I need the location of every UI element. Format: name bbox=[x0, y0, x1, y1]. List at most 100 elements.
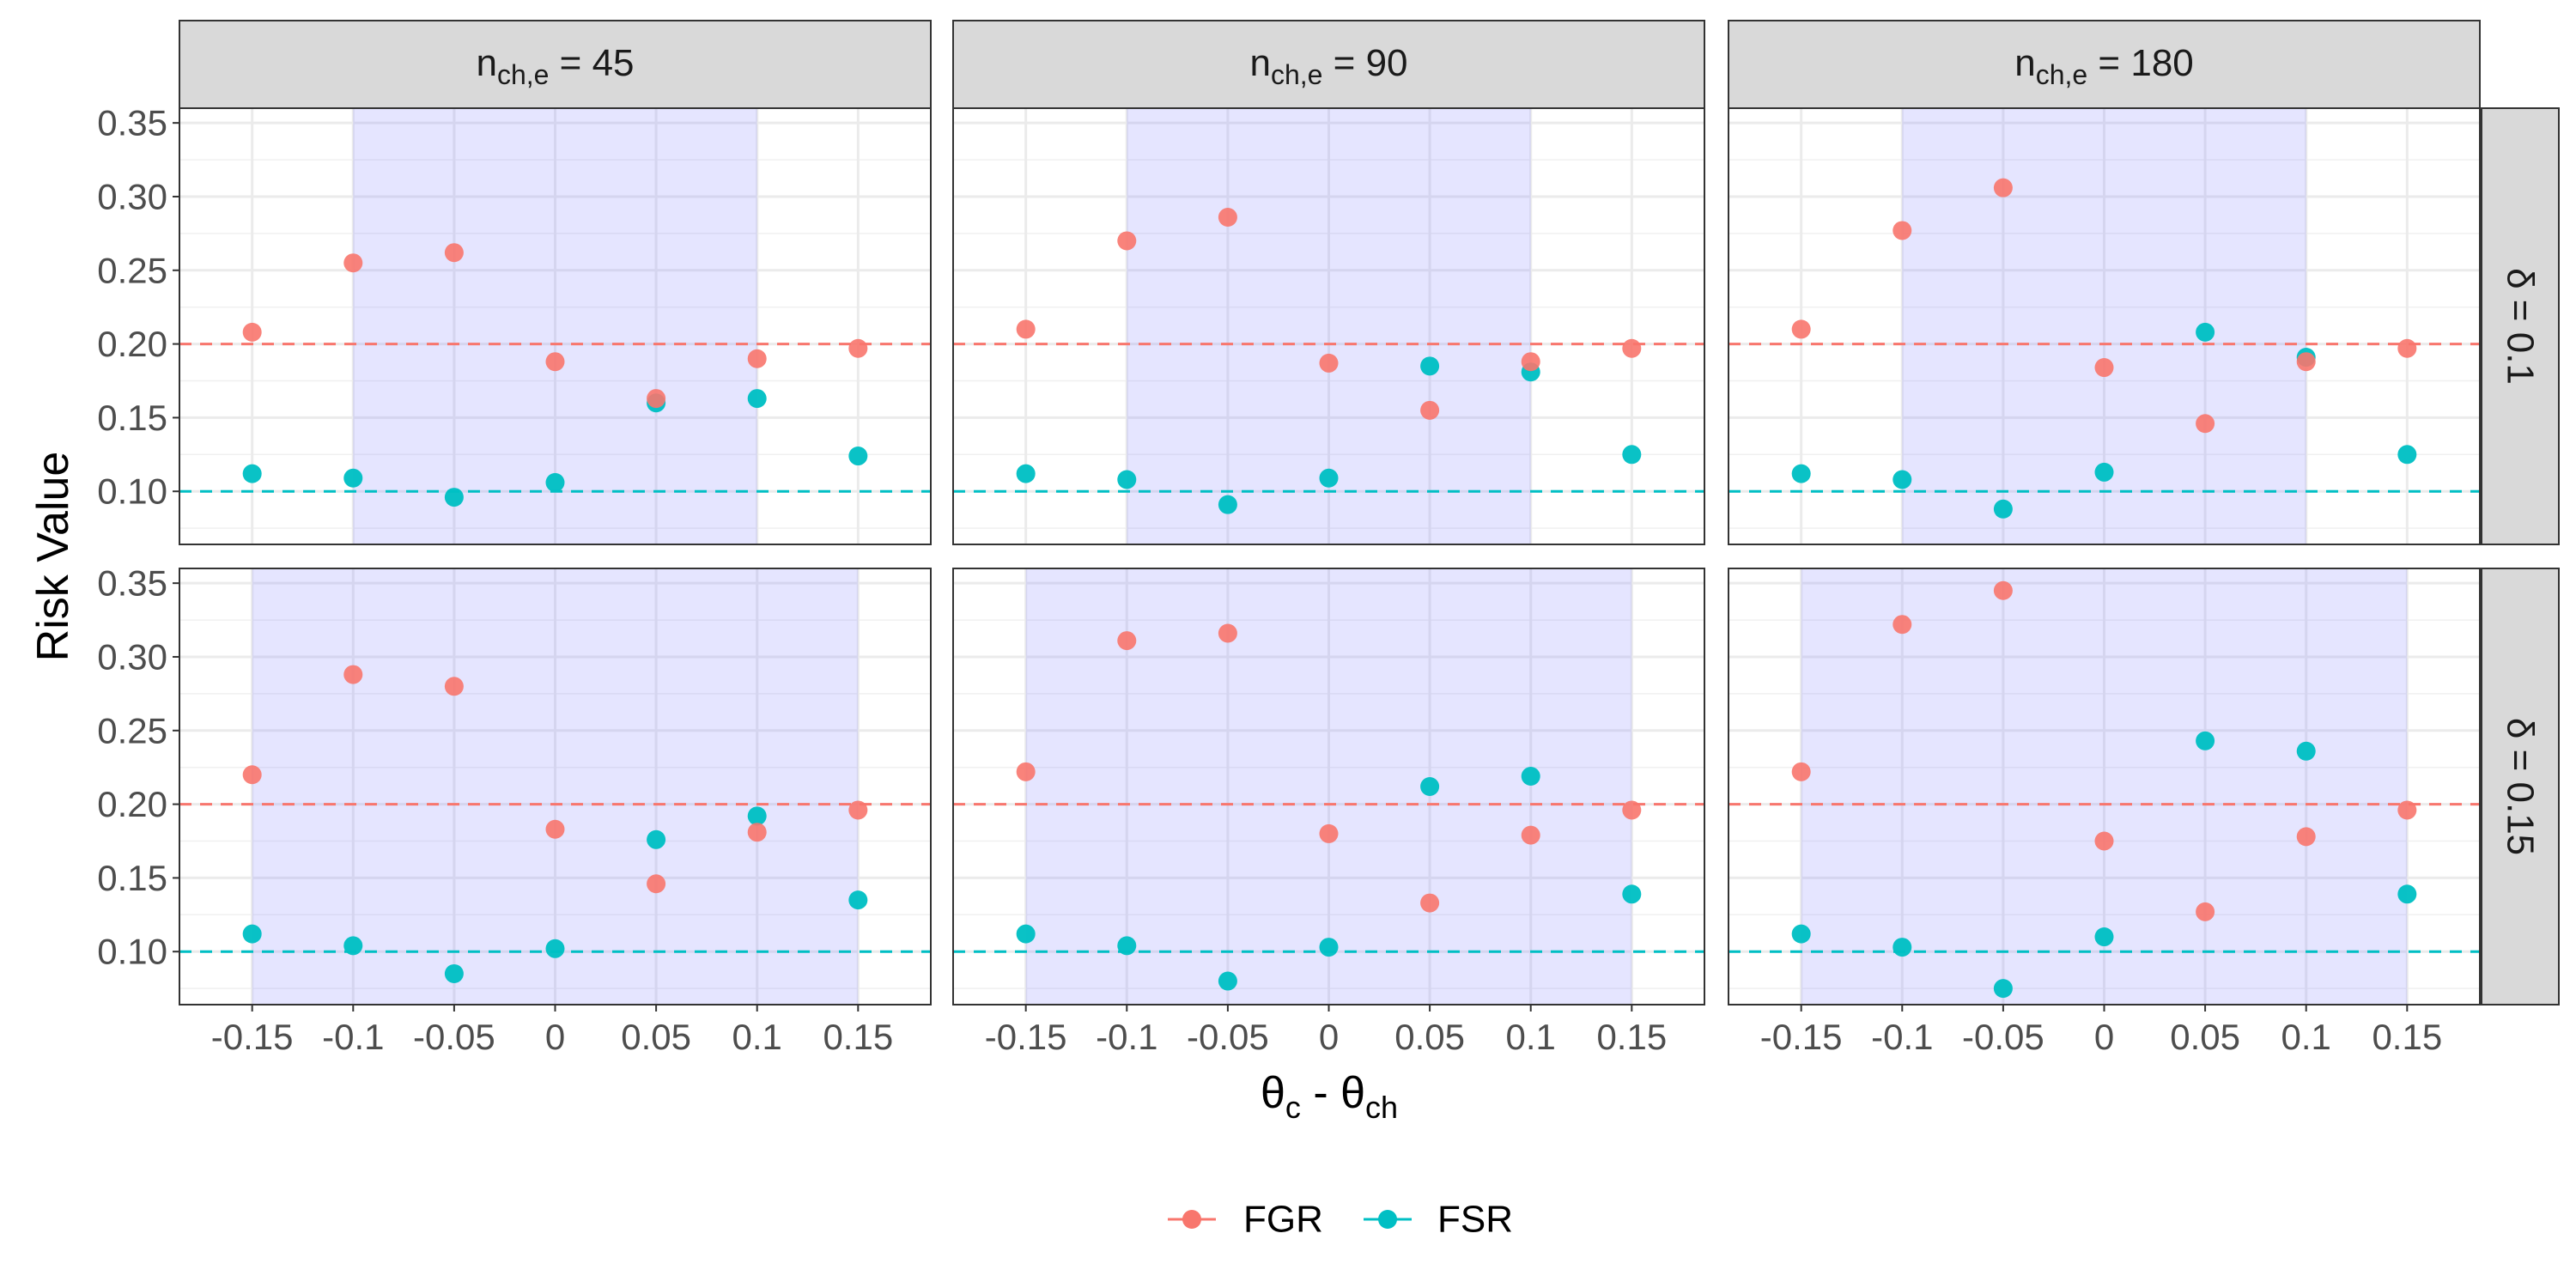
point-fsr bbox=[1420, 356, 1440, 376]
point-fgr bbox=[747, 823, 767, 842]
point-fsr bbox=[2397, 445, 2417, 465]
panel-border bbox=[952, 107, 1705, 545]
point-fgr bbox=[1218, 623, 1237, 643]
y-tick-label: 0.20 bbox=[97, 324, 167, 364]
legend: FGR FSR bbox=[1168, 1199, 1513, 1241]
point-fgr bbox=[545, 352, 565, 372]
point-fsr bbox=[647, 829, 666, 849]
x-axis-title-sub2: ch bbox=[1365, 1090, 1398, 1125]
panel: -0.15 -0.1 -0.05 0 0.05 0.1 0.15 bbox=[1728, 568, 2481, 1057]
panel: 0.10 0.15 0.20 0.25 0.30 0.35 bbox=[97, 103, 932, 545]
column-strip-value: = 180 bbox=[2087, 42, 2194, 84]
x-tick-label: -0.05 bbox=[1187, 1017, 1269, 1057]
point-fgr bbox=[1521, 352, 1540, 372]
panel: 0.10 0.15 0.20 0.25 0.30 0.35 -0.15 -0.1 -0.05 0 0… bbox=[97, 563, 932, 1057]
point-fgr bbox=[1622, 800, 1642, 820]
x-axis-title-sep: - bbox=[1301, 1068, 1340, 1118]
column-strip-label: nch,e = 180 bbox=[2014, 42, 2194, 90]
point-fgr bbox=[2397, 338, 2417, 358]
legend-key-point bbox=[1182, 1210, 1201, 1229]
point-fgr bbox=[545, 819, 565, 839]
point-fgr bbox=[1791, 319, 1811, 339]
panel-border bbox=[179, 107, 932, 545]
point-fgr bbox=[1319, 823, 1339, 843]
point-fgr bbox=[242, 322, 262, 342]
point-fsr bbox=[1016, 464, 1036, 483]
point-fsr bbox=[1622, 884, 1642, 904]
point-fsr bbox=[2296, 741, 2316, 761]
point-fgr bbox=[444, 677, 464, 696]
point-fsr bbox=[2094, 927, 2114, 947]
y-tick-label: 0.10 bbox=[97, 471, 167, 512]
column-strip-value: = 90 bbox=[1322, 42, 1407, 84]
x-tick-label: -0.15 bbox=[985, 1017, 1067, 1057]
x-tick-label: -0.15 bbox=[211, 1017, 294, 1057]
point-fsr bbox=[1117, 936, 1137, 956]
y-tick-label: 0.15 bbox=[97, 398, 167, 438]
x-tick-label: 0.05 bbox=[2170, 1017, 2240, 1057]
point-fsr bbox=[2196, 322, 2215, 342]
y-tick-label: 0.35 bbox=[97, 563, 167, 604]
point-fgr bbox=[1319, 353, 1339, 373]
point-fsr bbox=[1521, 766, 1540, 786]
point-fsr bbox=[545, 939, 565, 958]
point-fsr bbox=[1420, 777, 1440, 796]
point-fsr bbox=[1218, 495, 1237, 514]
point-fsr bbox=[2397, 884, 2417, 904]
x-tick-label: 0 bbox=[2094, 1017, 2114, 1057]
point-fsr bbox=[1218, 971, 1237, 991]
point-fgr bbox=[343, 253, 363, 273]
y-tick-label: 0.20 bbox=[97, 784, 167, 824]
x-axis-title-sub1: c bbox=[1285, 1090, 1301, 1125]
point-fgr bbox=[2094, 831, 2114, 851]
column-strip-subscript: ch,e bbox=[2036, 59, 2087, 90]
column-strip-value: = 45 bbox=[549, 42, 634, 84]
point-fgr bbox=[2196, 414, 2215, 434]
legend-key-point bbox=[1378, 1210, 1397, 1229]
point-fsr bbox=[343, 936, 363, 956]
point-fgr bbox=[343, 665, 363, 684]
point-fgr bbox=[2094, 358, 2114, 378]
point-fgr bbox=[2397, 800, 2417, 820]
point-fgr bbox=[2296, 827, 2316, 847]
x-tick-label: -0.15 bbox=[1760, 1017, 1843, 1057]
y-tick-label: 0.30 bbox=[97, 176, 167, 216]
point-fsr bbox=[444, 963, 464, 983]
column-strip-subscript: ch,e bbox=[1271, 59, 1322, 90]
row-strip bbox=[2481, 568, 2560, 1005]
point-fgr bbox=[1791, 762, 1811, 781]
column-strip bbox=[1728, 20, 2481, 109]
point-fsr bbox=[1993, 979, 2013, 999]
x-tick-label: 0 bbox=[1319, 1017, 1339, 1057]
point-fgr bbox=[2296, 352, 2316, 372]
point-fgr bbox=[1993, 178, 2013, 197]
x-tick-label: 0.1 bbox=[1506, 1017, 1556, 1057]
x-tick-label: 0.15 bbox=[823, 1017, 893, 1057]
x-tick-label: 0.15 bbox=[1596, 1017, 1667, 1057]
column-strip-base: n bbox=[476, 42, 496, 84]
point-fsr bbox=[242, 464, 262, 483]
y-tick-label: 0.35 bbox=[97, 103, 167, 143]
point-fsr bbox=[747, 806, 767, 826]
point-fsr bbox=[242, 924, 262, 944]
point-fsr bbox=[2196, 731, 2215, 750]
point-fsr bbox=[848, 447, 868, 466]
point-fsr bbox=[1117, 470, 1137, 489]
point-fsr bbox=[444, 488, 464, 507]
panel: -0.15 -0.1 -0.05 0 0.05 0.1 0.15 bbox=[952, 568, 1705, 1057]
point-fgr bbox=[1622, 338, 1642, 358]
point-fsr bbox=[1893, 938, 1912, 957]
legend-label-fsr: FSR bbox=[1437, 1199, 1513, 1241]
row-strip-label: δ = 0.1 bbox=[2500, 268, 2542, 385]
column-strip-base: n bbox=[2014, 42, 2035, 84]
point-fgr bbox=[1117, 231, 1137, 251]
y-tick-label: 0.25 bbox=[97, 710, 167, 750]
point-fgr bbox=[647, 389, 666, 409]
point-fsr bbox=[1319, 468, 1339, 488]
panel bbox=[952, 107, 1705, 545]
y-axis-title: Risk Value bbox=[28, 452, 78, 662]
x-axis-title: θc - θch bbox=[1261, 1068, 1398, 1125]
point-fgr bbox=[2196, 902, 2215, 921]
